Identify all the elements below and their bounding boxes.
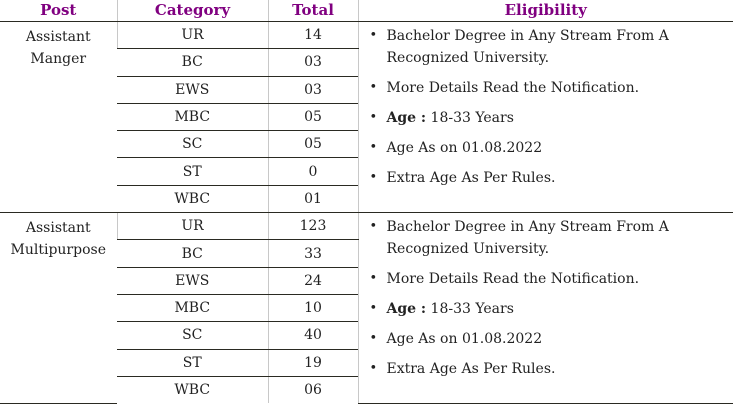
total-cell: 0: [268, 158, 358, 185]
eligibility-cell: Bachelor Degree in Any Stream From A Rec…: [358, 22, 733, 213]
eligibility-list: Bachelor Degree in Any Stream From A Rec…: [359, 213, 733, 380]
total-cell: 123: [268, 213, 358, 240]
header-eligibility: Eligibility: [358, 0, 733, 22]
eligibility-age-as-on: Age As on 01.08.2022: [387, 328, 733, 350]
total-cell: 03: [268, 76, 358, 103]
eligibility-details: More Details Read the Notification.: [387, 77, 733, 99]
age-label: Age :: [387, 110, 427, 126]
age-label: Age :: [387, 301, 427, 317]
category-cell: BC: [117, 240, 268, 267]
total-cell: 03: [268, 49, 358, 76]
age-as-on-text: Age As on 01.08.2022: [387, 331, 543, 347]
age-value: 18-33 Years: [426, 110, 514, 126]
category-cell: EWS: [117, 267, 268, 294]
category-cell: ST: [117, 349, 268, 376]
extra-age-text: Extra Age As Per Rules.: [387, 170, 556, 186]
header-row: Post Category Total Eligibility: [0, 0, 733, 22]
post-name-line: Manger: [0, 48, 117, 70]
eligibility-extra-age: Extra Age As Per Rules.: [387, 358, 733, 380]
eligibility-degree: Bachelor Degree in Any Stream From A Rec…: [387, 216, 733, 260]
category-cell: MBC: [117, 294, 268, 321]
total-cell: 10: [268, 294, 358, 321]
total-cell: 24: [268, 267, 358, 294]
extra-age-text: Extra Age As Per Rules.: [387, 361, 556, 377]
degree-text: Bachelor Degree in Any Stream From A Rec…: [387, 28, 669, 66]
category-cell: UR: [117, 22, 268, 49]
category-cell: SC: [117, 131, 268, 158]
total-cell: 40: [268, 322, 358, 349]
total-cell: 19: [268, 349, 358, 376]
eligibility-details: More Details Read the Notification.: [387, 268, 733, 290]
details-text: More Details Read the Notification.: [387, 271, 640, 287]
eligibility-extra-age: Extra Age As Per Rules.: [387, 167, 733, 189]
total-cell: 05: [268, 131, 358, 158]
age-as-on-text: Age As on 01.08.2022: [387, 140, 543, 156]
category-cell: WBC: [117, 376, 268, 403]
header-total: Total: [268, 0, 358, 22]
category-cell: MBC: [117, 103, 268, 130]
degree-text: Bachelor Degree in Any Stream From A Rec…: [387, 219, 669, 257]
category-cell: BC: [117, 49, 268, 76]
header-post: Post: [0, 0, 117, 22]
post-name-line: Assistant: [0, 26, 117, 48]
total-cell: 01: [268, 185, 358, 212]
eligibility-list: Bachelor Degree in Any Stream From A Rec…: [359, 22, 733, 189]
eligibility-age: Age : 18-33 Years: [387, 298, 733, 320]
total-cell: 06: [268, 376, 358, 403]
eligibility-cell: Bachelor Degree in Any Stream From A Rec…: [358, 213, 733, 404]
eligibility-degree: Bachelor Degree in Any Stream From A Rec…: [387, 25, 733, 69]
category-cell: ST: [117, 158, 268, 185]
details-text: More Details Read the Notification.: [387, 80, 640, 96]
category-cell: EWS: [117, 76, 268, 103]
category-cell: UR: [117, 213, 268, 240]
total-cell: 05: [268, 103, 358, 130]
total-cell: 33: [268, 240, 358, 267]
post-name-line: Assistant: [0, 217, 117, 239]
age-value: 18-33 Years: [426, 301, 514, 317]
eligibility-age: Age : 18-33 Years: [387, 107, 733, 129]
eligibility-age-as-on: Age As on 01.08.2022: [387, 137, 733, 159]
total-cell: 14: [268, 22, 358, 49]
header-category: Category: [117, 0, 268, 22]
category-cell: WBC: [117, 185, 268, 212]
category-cell: SC: [117, 322, 268, 349]
post-name-line: Multipurpose: [0, 239, 117, 261]
